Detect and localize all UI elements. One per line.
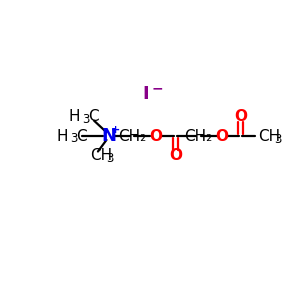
Text: 3: 3 [274, 133, 281, 146]
Text: −: − [152, 81, 164, 95]
Text: 3: 3 [70, 132, 77, 145]
Text: O: O [234, 109, 247, 124]
Text: CH₂: CH₂ [184, 129, 213, 144]
Text: CH: CH [90, 148, 112, 163]
Text: H: H [57, 129, 68, 144]
Text: O: O [149, 129, 162, 144]
Text: 3: 3 [82, 113, 89, 126]
Text: I: I [143, 85, 149, 103]
Text: O: O [169, 148, 182, 163]
Text: +: + [111, 125, 120, 135]
Text: CH₂: CH₂ [118, 129, 146, 144]
Text: O: O [215, 129, 229, 144]
Text: N: N [101, 127, 116, 145]
Text: CH: CH [258, 129, 281, 144]
Text: C: C [88, 109, 98, 124]
Text: C: C [76, 129, 87, 144]
Text: H: H [69, 109, 80, 124]
Text: 3: 3 [106, 152, 113, 165]
